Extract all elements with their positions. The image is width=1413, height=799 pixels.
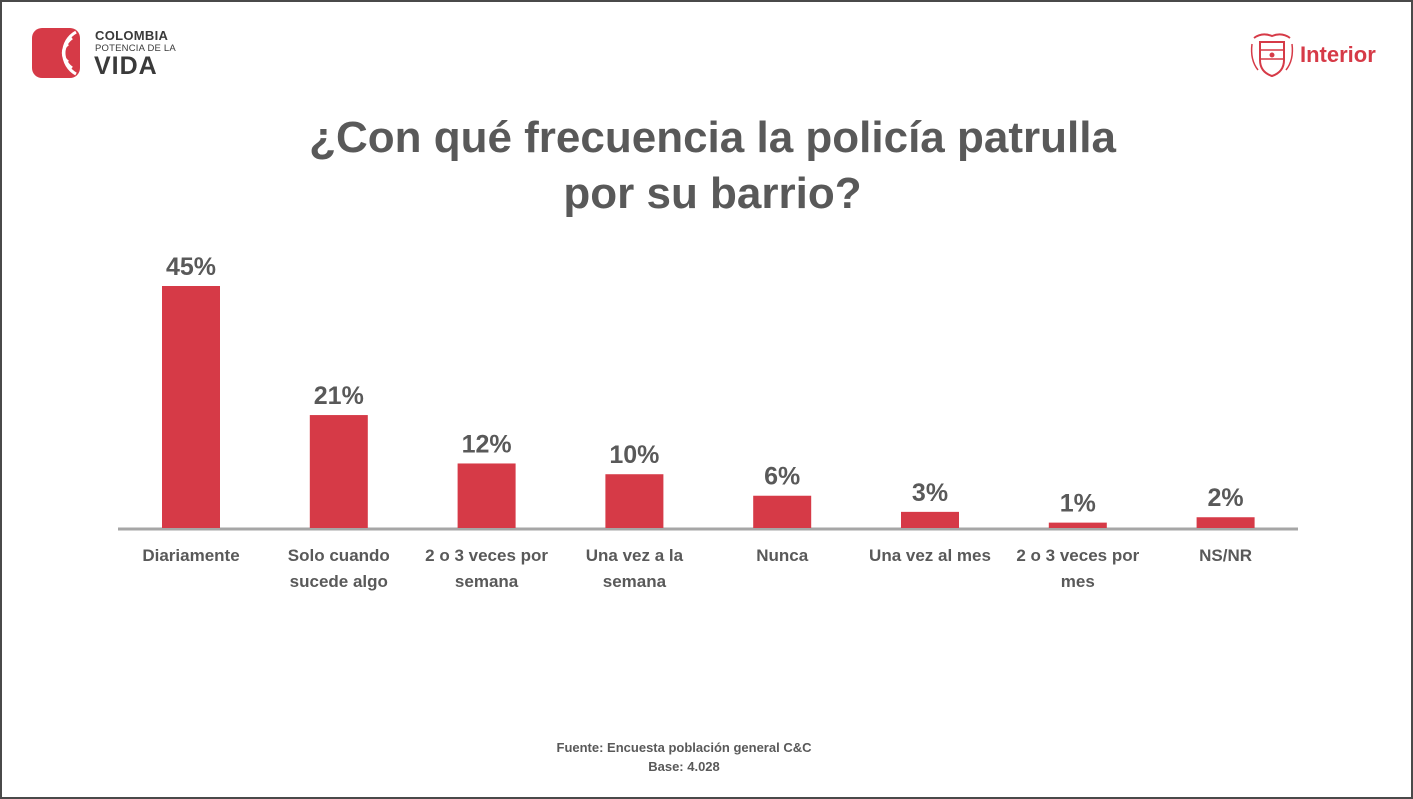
colombia-potencia-logo: COLOMBIA POTENCIA DE LA VIDA [32, 28, 182, 82]
category-label-1-line-1: sucede algo [290, 572, 388, 591]
category-label-5-line-0: Una vez al mes [869, 546, 991, 565]
data-label-3: 10% [609, 441, 659, 469]
bar-4 [753, 495, 812, 528]
data-label-1: 21% [314, 382, 364, 410]
chart-footer: Fuente: Encuesta población general C&C B… [484, 738, 884, 776]
category-label-2-line-0: 2 o 3 veces por [425, 546, 548, 565]
base-note: Base: 4.028 [648, 759, 720, 774]
data-label-7: 2% [1208, 484, 1244, 512]
data-label-0: 45% [166, 253, 216, 281]
data-label-4: 6% [764, 463, 800, 491]
interior-logo: Interior [1248, 30, 1388, 82]
bar-5 [901, 511, 959, 528]
bar-0 [162, 286, 220, 528]
source-note: Fuente: Encuesta población general C&C [556, 740, 812, 755]
brand-line-3: VIDA [94, 52, 158, 80]
brand-line-2: POTENCIA DE LA [95, 43, 176, 54]
chart-title: ¿Con qué frecuencia la policía patrulla … [309, 113, 1116, 218]
bar-7 [1196, 517, 1255, 528]
category-label-1-line-0: Solo cuando [288, 546, 390, 565]
bar-3 [605, 474, 664, 528]
category-label-0-line-0: Diariamente [142, 546, 239, 565]
category-label-3-line-0: Una vez a la [586, 546, 684, 565]
data-label-6: 1% [1060, 490, 1096, 518]
bar-1 [309, 415, 368, 528]
category-label-4-line-0: Nunca [756, 546, 809, 565]
colombia-coat-of-arms-icon [1250, 33, 1294, 78]
brand-line-1: COLOMBIA [95, 28, 169, 43]
colombia-waves-logo-icon [32, 28, 80, 78]
category-label-6-line-0: 2 o 3 veces por [1016, 546, 1139, 565]
data-label-5: 3% [912, 479, 948, 507]
category-label-3-line-1: semana [603, 572, 667, 591]
bar-6 [1048, 522, 1107, 528]
category-label-6-line-1: mes [1061, 572, 1095, 591]
category-label-2-line-1: semana [455, 572, 519, 591]
interior-label: Interior [1300, 42, 1376, 67]
data-label-2: 12% [462, 430, 512, 458]
bar-2 [457, 463, 516, 528]
category-label-7-line-0: NS/NR [1199, 546, 1252, 565]
